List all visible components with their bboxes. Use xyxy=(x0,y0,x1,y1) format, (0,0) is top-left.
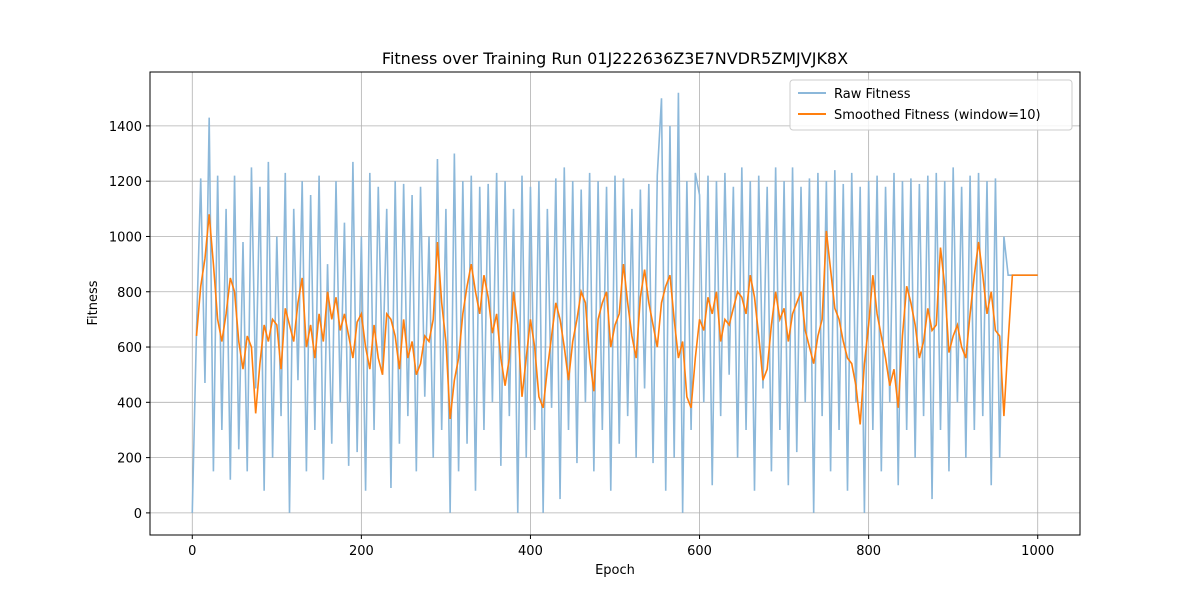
x-tick-label: 200 xyxy=(349,544,374,559)
y-axis-label: Fitness xyxy=(86,280,101,325)
y-tick-label: 1200 xyxy=(109,175,142,190)
x-tick-label: 600 xyxy=(687,544,712,559)
x-tick-label: 0 xyxy=(188,544,196,559)
y-tick-label: 1000 xyxy=(109,230,142,245)
legend-label: Raw Fitness xyxy=(834,87,911,102)
x-axis-label: Epoch xyxy=(595,563,635,578)
y-tick-label: 800 xyxy=(117,286,142,301)
y-tick-label: 200 xyxy=(117,452,142,467)
x-tick-label: 1000 xyxy=(1021,544,1054,559)
legend-label: Smoothed Fitness (window=10) xyxy=(834,108,1041,123)
y-tick-label: 0 xyxy=(134,507,142,522)
y-tick-label: 1400 xyxy=(109,120,142,135)
legend-box xyxy=(789,79,1073,131)
x-tick-label: 400 xyxy=(518,544,543,559)
chart-title: Fitness over Training Run 01J222636Z3E7N… xyxy=(382,49,848,68)
data-line xyxy=(195,214,1038,425)
data-line xyxy=(191,92,1038,513)
y-tick-label: 400 xyxy=(117,396,142,411)
x-tick-label: 800 xyxy=(856,544,881,559)
plot-frame xyxy=(149,71,1081,536)
y-tick-label: 600 xyxy=(117,341,142,356)
